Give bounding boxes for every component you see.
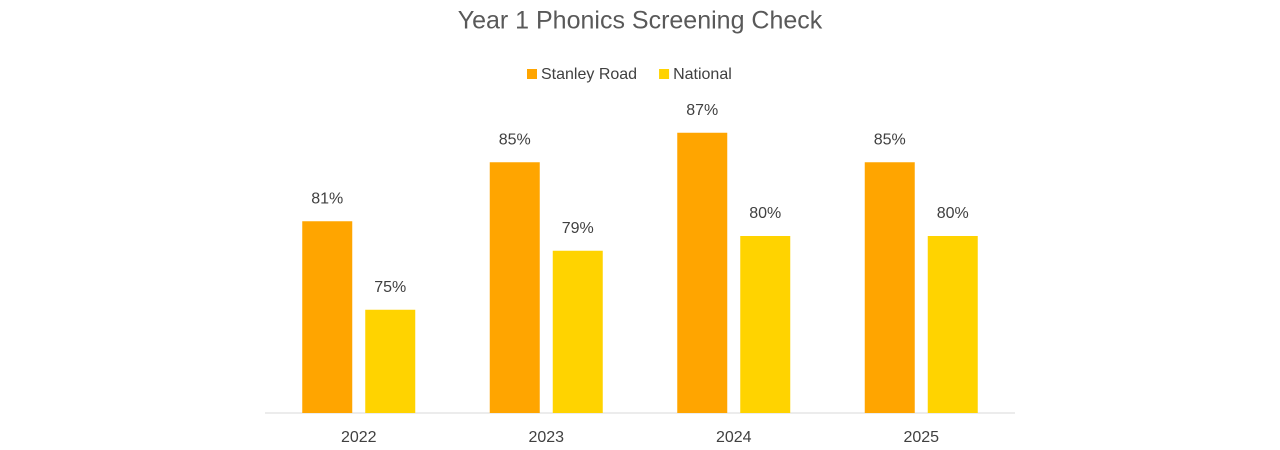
chart-title: Year 1 Phonics Screening Check [458, 7, 823, 35]
data-label: 81% [311, 190, 343, 207]
data-label: 80% [749, 205, 781, 222]
legend-swatch [527, 69, 537, 79]
bar [927, 236, 978, 413]
legend-label: National [673, 66, 732, 83]
data-label: 85% [874, 131, 906, 148]
data-label: 85% [499, 131, 531, 148]
data-label: 79% [562, 220, 594, 237]
bar [302, 221, 353, 413]
bar [552, 250, 603, 413]
bar [740, 236, 791, 413]
bar [489, 162, 540, 413]
legend-label: Stanley Road [541, 66, 637, 83]
bar [677, 132, 728, 413]
x-tick-label: 2023 [528, 429, 564, 446]
data-label: 75% [374, 279, 406, 296]
legend-swatch [659, 69, 670, 79]
x-tick-label: 2024 [716, 429, 752, 446]
x-tick-label: 2025 [903, 429, 939, 446]
data-label: 80% [937, 205, 969, 222]
data-label: 87% [686, 102, 718, 119]
x-tick-label: 2022 [341, 429, 377, 446]
bar [365, 309, 416, 413]
bar [864, 162, 915, 413]
